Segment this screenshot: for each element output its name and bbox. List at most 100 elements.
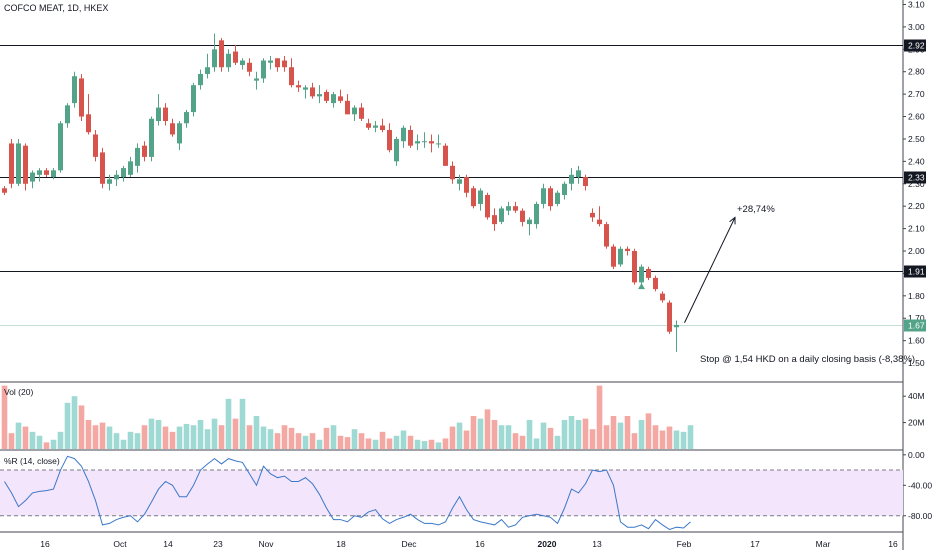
- candle: [646, 268, 651, 278]
- candle: [401, 127, 406, 142]
- candle: [324, 91, 329, 101]
- candle: [513, 206, 518, 211]
- volume-bar: [267, 429, 274, 449]
- volume-bar: [141, 425, 148, 449]
- level-tag-label: 2.92: [908, 41, 925, 51]
- time-tick-label: Oct: [113, 539, 127, 549]
- volume-bar: [155, 419, 162, 449]
- volume-bar: [1, 385, 8, 449]
- candle: [282, 60, 287, 68]
- volume-pane-label: Vol (20): [4, 387, 34, 397]
- volume-bar: [603, 425, 610, 449]
- volume-bar: [456, 422, 463, 449]
- candle: [352, 107, 357, 115]
- volume-bar: [407, 435, 414, 449]
- candle: [114, 174, 119, 180]
- candle: [625, 248, 630, 252]
- candle: [366, 123, 371, 128]
- volume-tick-label: 40M: [908, 391, 925, 401]
- price-tick-label: 1.80: [908, 291, 925, 301]
- candle: [499, 208, 504, 222]
- price-tick-label: 2.30: [908, 179, 925, 189]
- volume-bar: [673, 430, 680, 449]
- price-tick-label: 2.60: [908, 112, 925, 122]
- candle: [296, 85, 301, 88]
- candle: [303, 87, 308, 90]
- time-tick-label: 16: [888, 539, 898, 549]
- volume-bar: [232, 418, 239, 449]
- time-tick-label: 17: [750, 539, 760, 549]
- volume-bar: [225, 398, 232, 449]
- candle: [170, 123, 175, 135]
- volume-bar: [281, 425, 288, 449]
- volume-bar: [533, 438, 540, 449]
- price-tick-label: 2.10: [908, 224, 925, 234]
- candle: [387, 129, 392, 151]
- volume-bar: [36, 435, 43, 449]
- candle: [58, 123, 63, 171]
- williams-r-line: [4, 455, 691, 531]
- candle: [86, 114, 91, 133]
- candle: [240, 60, 245, 65]
- price-tick-label: 2.40: [908, 156, 925, 166]
- volume-bar: [85, 419, 92, 449]
- volume-bar: [414, 439, 421, 449]
- time-tick-label: Mar: [816, 539, 831, 549]
- williams-r-pane-label: %R (14, close): [4, 456, 60, 466]
- time-tick-label: 2020: [538, 539, 557, 549]
- candle: [100, 152, 105, 184]
- volume-bar: [645, 413, 652, 449]
- volume-bar: [393, 435, 400, 449]
- volume-bar: [617, 422, 624, 449]
- volume-bar: [148, 418, 155, 449]
- candle: [611, 246, 616, 267]
- candle: [576, 170, 581, 178]
- candle: [422, 141, 427, 143]
- volume-bar: [29, 431, 36, 449]
- volume-bar: [519, 435, 526, 449]
- volume-bar: [540, 422, 547, 449]
- volume-bar: [687, 425, 694, 449]
- volume-bar: [659, 430, 666, 449]
- candle: [639, 266, 644, 283]
- candle: [653, 277, 658, 290]
- level-tag: [904, 39, 926, 52]
- volume-bar: [8, 433, 15, 449]
- volume-bar: [666, 426, 673, 449]
- candle: [289, 67, 294, 86]
- time-tick-label: 23: [213, 539, 223, 549]
- time-tick-label: Feb: [677, 539, 692, 549]
- volume-bar: [337, 435, 344, 449]
- candle: [9, 143, 14, 184]
- candle: [457, 179, 462, 184]
- volume-bar: [652, 425, 659, 449]
- volume-bar: [575, 419, 582, 449]
- volume-bar: [358, 433, 365, 449]
- volume-bar: [624, 416, 631, 449]
- volume-bar: [64, 402, 71, 449]
- candle: [16, 143, 21, 184]
- candle: [30, 172, 35, 182]
- volume-bar: [568, 416, 575, 449]
- candle: [450, 165, 455, 180]
- candle: [142, 145, 147, 157]
- price-tick-label: 3.10: [908, 0, 925, 9]
- buy-signal-marker: [638, 283, 645, 290]
- target-annotation: +28,74%: [737, 204, 775, 215]
- price-tick-label: 2.20: [908, 201, 925, 211]
- candle: [51, 170, 56, 178]
- volume-bar: [428, 439, 435, 449]
- volume-bar: [253, 416, 260, 449]
- candle: [583, 177, 588, 187]
- candle: [660, 293, 665, 301]
- chart-title: COFCO MEAT, 1D, HKEX: [4, 3, 109, 13]
- candle: [198, 73, 203, 86]
- candle: [65, 105, 70, 124]
- price-tick-label: 3.00: [908, 22, 925, 32]
- volume-bar: [246, 425, 253, 449]
- time-tick-label: 16: [475, 539, 485, 549]
- volume-bar: [204, 429, 211, 449]
- volume-bar: [183, 423, 190, 449]
- time-tick-label: 18: [336, 539, 346, 549]
- volume-bar: [505, 425, 512, 449]
